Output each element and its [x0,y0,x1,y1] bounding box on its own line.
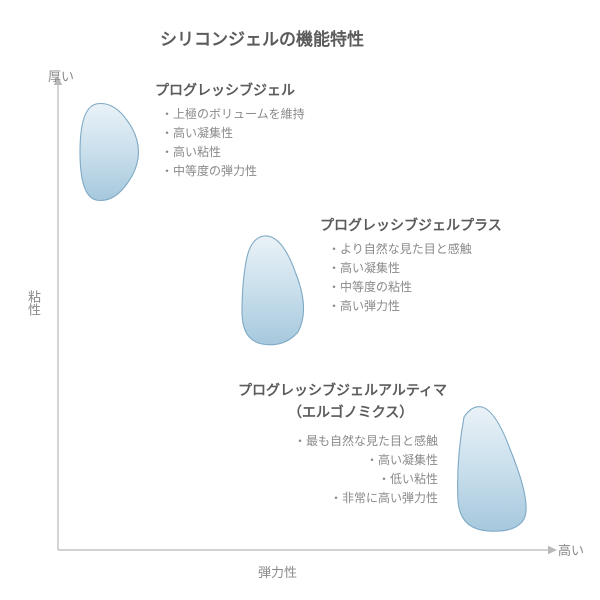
gel2-bullets: ・より自然な見た目と感触・高い凝集性・中等度の粘性・高い弾力性 [328,240,472,316]
y-axis-label: 粘性 [24,290,43,316]
bullet: ・中等度の弾力性 [161,162,305,181]
gel2-shape [234,232,314,350]
bullet: ・最も自然な見た目と感触 [294,432,438,451]
bullet: ・高い粘性 [161,143,305,162]
bullet: ・上極のボリュームを維持 [161,105,305,124]
bullet: ・中等度の粘性 [328,278,472,297]
gel1-shape [70,98,145,206]
x-axis-label: 弾力性 [258,562,297,581]
bullet: ・低い粘性 [294,470,438,489]
x-right-label: 高い [558,540,584,559]
bullet: ・高い凝集性 [328,259,472,278]
gel3-shape [448,405,536,535]
bullet: ・高い弾力性 [328,297,472,316]
y-top-label: 厚い [48,66,74,85]
gel3-subtitle: （エルゴノミクス） [288,402,413,422]
bullet: ・高い凝集性 [294,451,438,470]
bullet: ・高い凝集性 [161,124,305,143]
gel3-title: プログレッシブジェルアルティマ [238,380,447,400]
gel1-title: プログレッシブジェル [155,80,295,100]
gel2-title: プログレッシブジェルプラス [320,215,502,235]
gel3-bullets: ・最も自然な見た目と感触・高い凝集性・低い粘性・非常に高い弾力性 [294,432,438,508]
bullet: ・より自然な見た目と感触 [328,240,472,259]
gel1-bullets: ・上極のボリュームを維持・高い凝集性・高い粘性・中等度の弾力性 [161,105,305,181]
bullet: ・非常に高い弾力性 [294,489,438,508]
